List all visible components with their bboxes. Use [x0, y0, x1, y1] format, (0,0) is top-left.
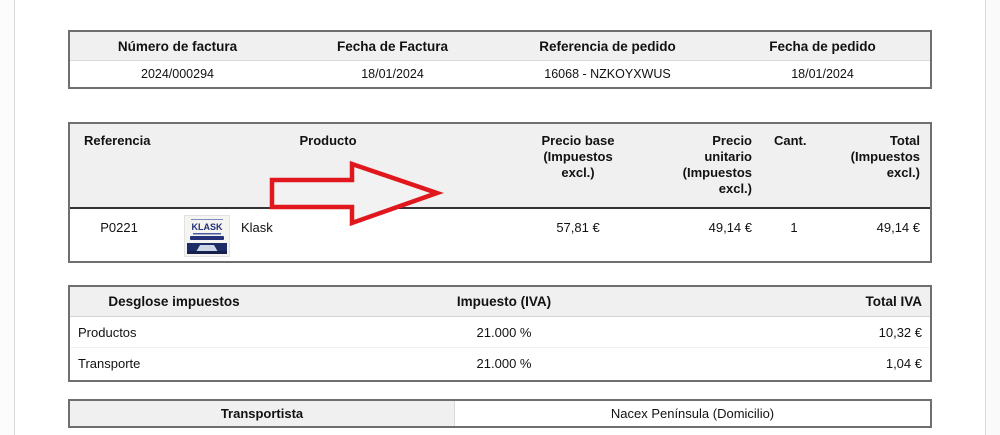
invoice-values-row: 2024/000294 18/01/2024 16068 - NZKOYXWUS… — [70, 61, 930, 87]
product-total: 49,14 € — [876, 220, 920, 235]
products-table: Referencia Producto Precio base (Impuest… — [68, 122, 932, 263]
product-thumbnail: KLASK — [184, 215, 230, 257]
tax-row-transport: Transporte 21.000 % 1,04 € — [70, 348, 930, 379]
invoice-header-table: Número de factura Fecha de Factura Refer… — [68, 30, 932, 89]
order-reference-value: 16068 - NZKOYXWUS — [544, 67, 671, 81]
invoice-date-label: Fecha de Factura — [336, 38, 449, 54]
taxes-table: Desglose impuestos Impuesto (IVA) Total … — [68, 285, 932, 382]
order-date-value: 18/01/2024 — [791, 67, 854, 81]
tax-row-name: Productos — [78, 324, 137, 340]
tax-row-rate: 21.000 % — [476, 356, 532, 371]
tax-row-amount: 1,04 € — [885, 356, 922, 371]
product-brand-text: KLASK — [192, 222, 223, 232]
page-left-margin — [0, 0, 15, 435]
product-row: P0221 KLASK Klask 57,81 € 49,14 € 1 49,1… — [70, 209, 930, 261]
tax-breakdown-header: Desglose impuestos — [108, 294, 240, 309]
products-header-row: Referencia Producto Precio base (Impuest… — [70, 124, 930, 209]
tax-row-name: Transporte — [78, 356, 141, 371]
invoice-number-value: 2024/000294 — [141, 67, 214, 81]
quantity-header: Cant. — [774, 133, 807, 148]
product-name: Klask — [241, 220, 273, 235]
product-quantity: 1 — [790, 220, 798, 235]
product-cell: KLASK Klask — [168, 209, 488, 261]
carrier-label: Transportista — [70, 401, 455, 426]
order-reference-label: Referencia de pedido — [539, 38, 676, 54]
product-reference: P0221 — [100, 220, 138, 235]
order-date-label: Fecha de pedido — [769, 38, 876, 54]
product-header: Producto — [299, 133, 357, 148]
carrier-table: Transportista Nacex Península (Domicilio… — [68, 399, 932, 428]
total-header: Total (Impuestos excl.) — [850, 133, 920, 180]
product-unit-price: 49,14 € — [708, 220, 752, 235]
taxes-header-row: Desglose impuestos Impuesto (IVA) Total … — [70, 287, 930, 317]
carrier-value: Nacex Península (Domicilio) — [610, 406, 775, 421]
tax-row-rate: 21.000 % — [476, 324, 532, 340]
invoice-number-label: Número de factura — [117, 38, 238, 54]
base-price-header: Precio base (Impuestos excl.) — [541, 133, 615, 180]
page-right-margin — [985, 0, 1000, 435]
reference-header: Referencia — [84, 133, 151, 148]
tax-rate-header: Impuesto (IVA) — [456, 294, 552, 309]
tax-row-products: Productos 21.000 % 10,32 € — [70, 317, 930, 348]
invoice-header-row: Número de factura Fecha de Factura Refer… — [70, 32, 930, 61]
invoice-date-value: 18/01/2024 — [361, 67, 424, 81]
invoice-document: Número de factura Fecha de Factura Refer… — [15, 0, 985, 435]
unit-price-header: Precio unitario (Impuestos excl.) — [682, 133, 752, 196]
tax-row-amount: 10,32 € — [878, 324, 922, 340]
product-base-price: 57,81 € — [556, 220, 600, 235]
tax-total-header: Total IVA — [865, 294, 923, 309]
